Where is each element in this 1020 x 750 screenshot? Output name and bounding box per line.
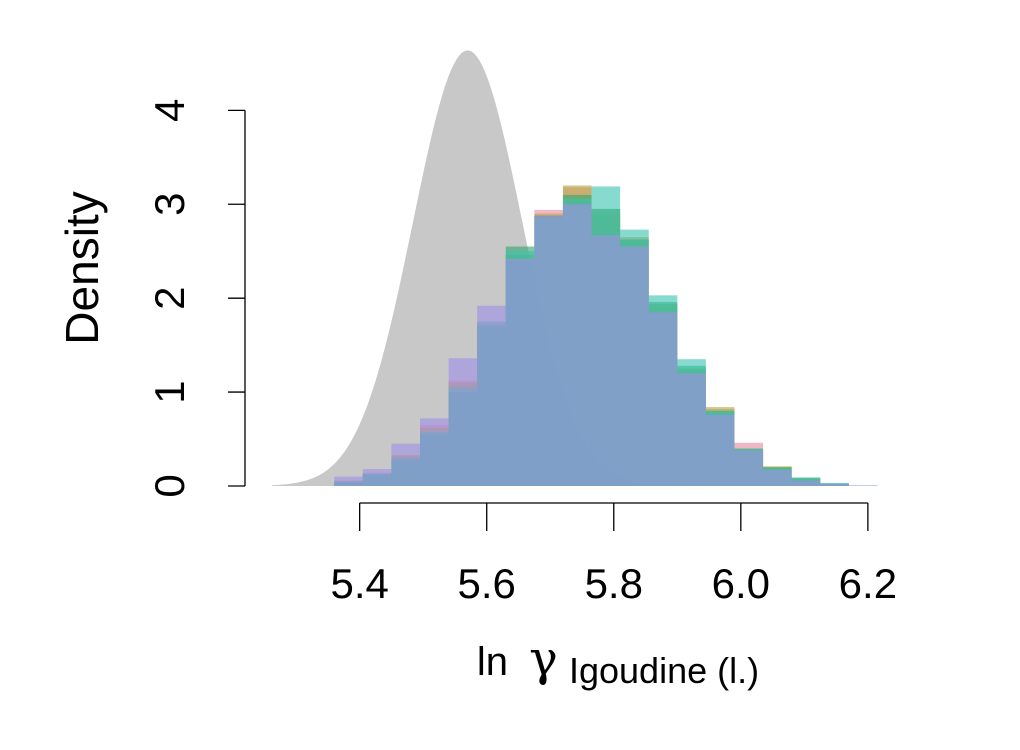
x-axis-label-prefix: ln <box>477 640 508 684</box>
y-tick-label: 2 <box>146 286 193 309</box>
posterior-histograms-layer <box>334 185 878 487</box>
prior-density-layer <box>272 50 906 487</box>
y-axis-label: Density <box>56 191 108 344</box>
histogram-bar <box>677 373 706 486</box>
histogram-bar <box>648 312 678 486</box>
x-axis-label-subscript: Igoudine (l.) <box>569 650 759 691</box>
histogram-bar <box>591 235 621 486</box>
histogram-bar <box>791 480 821 486</box>
histogram-bar <box>334 476 363 486</box>
histogram-bar <box>734 450 764 486</box>
histogram-bar <box>620 246 649 486</box>
y-tick-label: 0 <box>146 474 193 497</box>
histogram-bar <box>534 215 563 486</box>
x-axis-label-symbol: γ <box>529 631 558 687</box>
x-tick-label: 6.2 <box>839 560 897 607</box>
histogram-bar <box>505 258 535 486</box>
histogram-bar <box>362 469 392 486</box>
histogram-bar <box>477 305 506 486</box>
x-tick-label: 6.0 <box>712 560 770 607</box>
y-axis: 0 1 2 3 4 <box>146 99 246 498</box>
histogram-bar <box>562 204 592 486</box>
y-tick-label: 3 <box>146 193 193 216</box>
x-axis: 5.4 5.6 5.8 6.0 6.2 <box>330 502 897 607</box>
x-tick-label: 5.4 <box>330 560 388 607</box>
histogram-bar <box>420 418 449 486</box>
histogram-bar <box>820 484 849 486</box>
histogram-bar <box>763 470 792 486</box>
y-tick-label: 1 <box>146 380 193 403</box>
x-tick-label: 5.6 <box>458 560 516 607</box>
histogram-bar <box>448 358 478 486</box>
y-tick-label: 4 <box>146 99 193 122</box>
histogram-series-5 <box>334 204 878 486</box>
histogram-bar <box>391 443 421 486</box>
x-tick-label: 5.8 <box>585 560 643 607</box>
histogram-bar <box>705 414 735 486</box>
x-axis-label: ln γ Igoudine (l.) <box>477 631 759 691</box>
prior-density-area <box>272 50 906 487</box>
